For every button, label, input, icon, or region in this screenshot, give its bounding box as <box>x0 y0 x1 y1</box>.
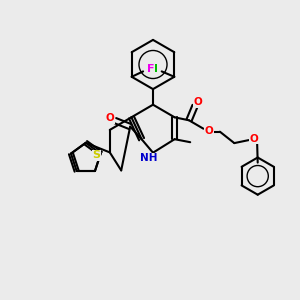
Text: O: O <box>105 113 114 123</box>
Text: F: F <box>146 64 154 74</box>
Text: O: O <box>250 134 259 144</box>
Text: O: O <box>193 97 202 107</box>
Text: NH: NH <box>140 153 157 163</box>
Text: O: O <box>204 126 213 136</box>
Text: S: S <box>92 150 100 160</box>
Text: Cl: Cl <box>147 64 159 74</box>
